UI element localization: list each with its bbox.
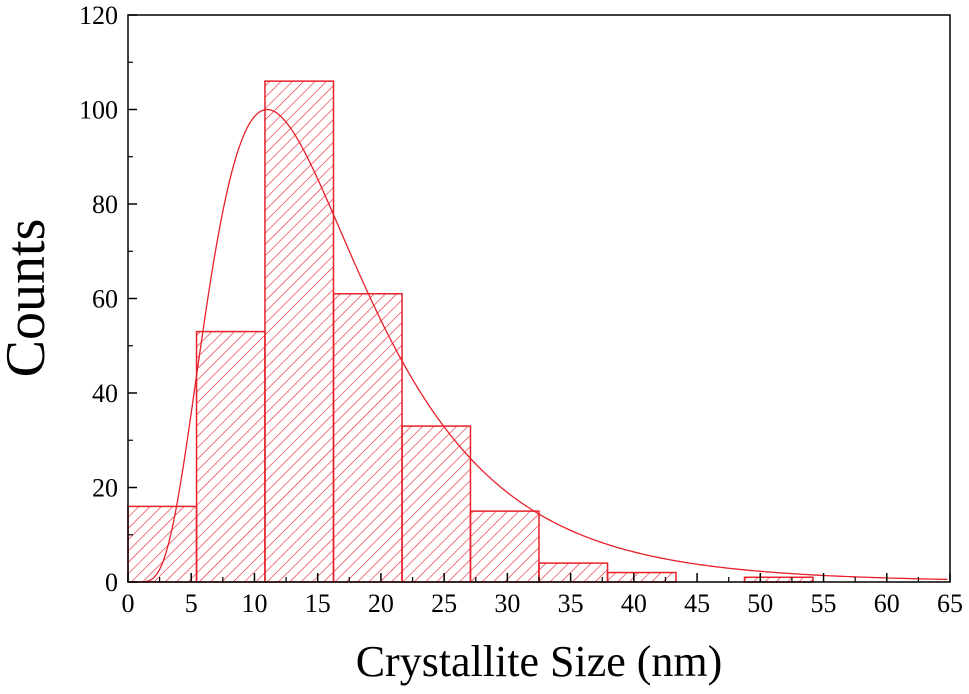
x-tick-label: 10 <box>241 589 267 618</box>
x-tick-label: 45 <box>684 589 710 618</box>
histogram-bars <box>127 80 814 583</box>
y-axis: 0 20 40 60 80 100 120 <box>79 1 137 597</box>
y-tick-label: 40 <box>92 379 118 408</box>
x-tick-label: 15 <box>305 589 331 618</box>
y-tick-label: 20 <box>92 474 118 503</box>
x-tick-label: 55 <box>811 589 837 618</box>
x-tick-label: 50 <box>747 589 773 618</box>
x-tick-label: 20 <box>368 589 394 618</box>
histogram-bar <box>469 510 540 583</box>
x-tick-label: 25 <box>431 589 457 618</box>
histogram-bar <box>401 425 472 583</box>
y-tick-label: 120 <box>79 1 118 30</box>
x-tick-label: 0 <box>122 589 135 618</box>
y-axis-title: Counts <box>0 219 57 378</box>
y-tick-label: 0 <box>105 568 118 597</box>
y-tick-label: 100 <box>79 96 118 125</box>
x-tick-label: 40 <box>621 589 647 618</box>
x-tick-label: 30 <box>494 589 520 618</box>
x-tick-label: 60 <box>874 589 900 618</box>
x-tick-label: 65 <box>937 589 963 618</box>
histogram-bar <box>538 562 609 583</box>
y-tick-label: 60 <box>92 285 118 314</box>
x-tick-label: 5 <box>185 589 198 618</box>
histogram-bar <box>195 330 266 583</box>
fit-curve <box>130 108 948 582</box>
histogram-bar <box>264 80 335 583</box>
y-tick-label: 80 <box>92 190 118 219</box>
histogram-bar <box>127 505 198 583</box>
x-tick-label: 35 <box>558 589 584 618</box>
x-axis: 0 5 10 15 20 25 30 35 40 45 50 55 60 65 <box>122 573 963 618</box>
histogram-bar <box>332 293 403 583</box>
x-axis-title: Crystallite Size (nm) <box>356 637 723 686</box>
